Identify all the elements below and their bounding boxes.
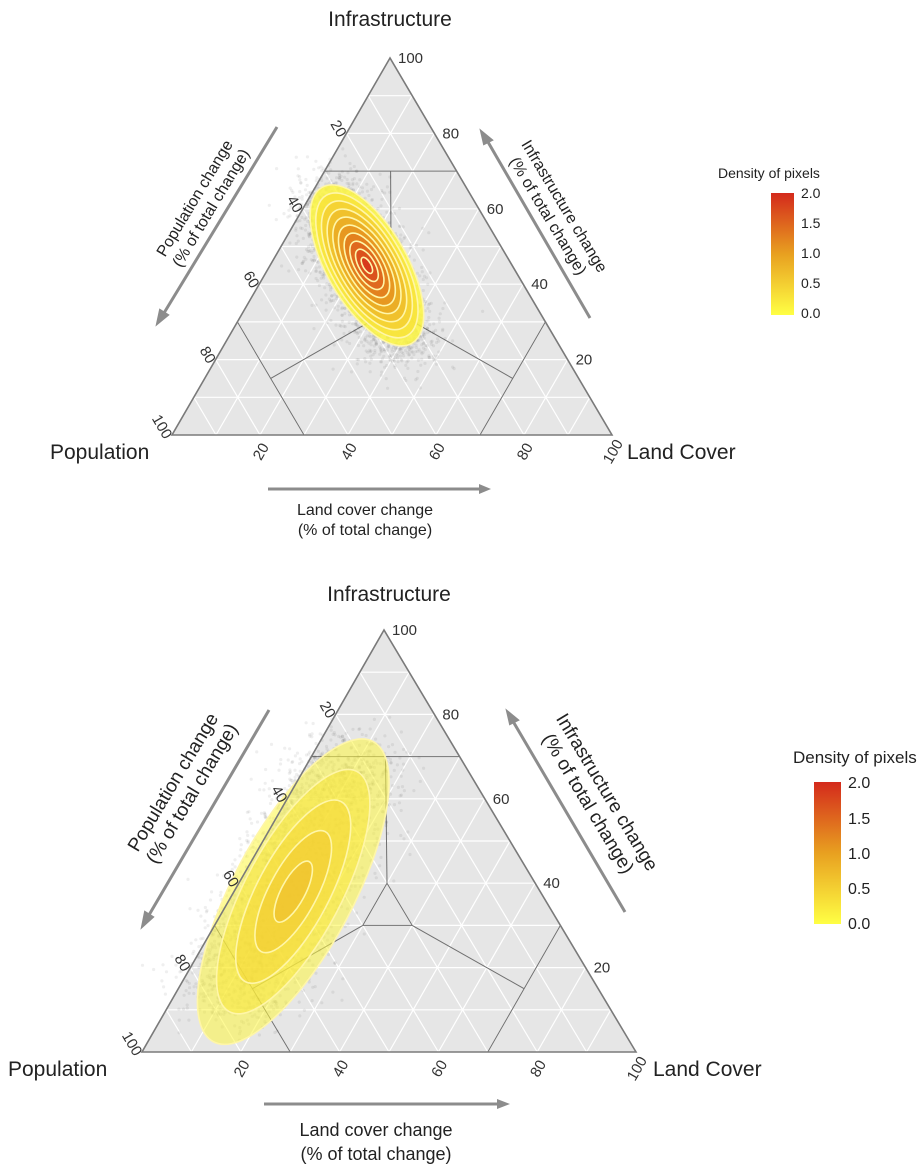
tick-label-infrastructure: 100 [392,622,417,639]
vertex-label-land-cover: Land Cover [653,1058,762,1081]
infrastructure-axis-arrow [486,141,592,319]
tick-label-population: 80 [196,344,219,367]
legend-colorbar [771,193,794,315]
tick-label-infrastructure: 60 [487,201,504,218]
region-line [362,882,388,926]
legend-tick-1.5: 1.5 [801,215,821,231]
land-cover-axis-title-line2: (% of total change) [300,1144,451,1164]
tick-label-infrastructure: 80 [442,706,459,723]
legend-tick-1.0: 1.0 [801,245,821,261]
tick-label-infrastructure: 20 [594,960,611,977]
region-line [413,321,513,379]
ternary-panel-bottom: 20 20 20 40 40 40 60 60 60 80 80 80 100 100 100 Infras… [8,583,917,1164]
tick-label-infrastructure: 40 [543,875,560,892]
land-cover-axis-title-line1: Land cover change [299,1120,452,1140]
region-line [386,882,413,926]
triangle-border [170,56,614,436]
grid-line [215,95,413,436]
legend-colorbar [814,782,841,924]
ternary-panel-top: 20 20 20 40 40 40 60 60 60 80 80 80 100 100 100 Infras… [50,8,821,539]
legend-title: Density of pixels [793,748,917,767]
legend-tick-0.0: 0.0 [801,305,821,321]
tick-label-population: 100 [118,1029,145,1059]
population-axis-arrowhead [155,308,170,327]
tick-label-infrastructure: 20 [576,352,593,369]
tick-label-land-cover: 80 [514,440,537,463]
grid-line [367,95,569,436]
density-legend: Density of pixels 2.0 1.5 1.0 0.5 0.0 [793,748,917,933]
density-contour [273,860,314,923]
legend-tick-0.5: 0.5 [848,881,870,898]
tick-label-population: 60 [239,268,262,291]
tick-label-population: 60 [219,867,242,890]
tick-label-land-cover: 60 [426,440,449,463]
grid-line [567,396,591,436]
grid-line [193,396,217,436]
tick-label-population: 20 [316,698,339,721]
infrastructure-axis-arrowhead [479,128,494,146]
tick-label-land-cover: 100 [600,437,627,467]
vertex-label-population: Population [8,1058,107,1081]
infrastructure-axis-arrowhead [505,708,520,726]
tick-label-land-cover: 20 [250,440,273,463]
region-line [411,924,525,990]
tick-label-infrastructure: 60 [493,791,510,808]
tick-label-land-cover: 60 [428,1057,451,1080]
density-contours [309,184,425,347]
grid-line [536,967,587,1053]
tick-label-population: 100 [148,412,175,442]
tick-label-land-cover: 20 [231,1057,254,1080]
density-legend: Density of pixels 2.0 1.5 1.0 0.5 0.0 [718,165,821,321]
grid-line [165,1009,192,1053]
triangle-border [140,628,638,1053]
region-line [270,321,370,379]
tick-label-population: 40 [267,783,290,806]
population-axis-arrow [147,709,271,916]
tick-label-infrastructure: 40 [531,276,548,293]
legend-tick-0.0: 0.0 [848,916,870,933]
legend-tick-2.0: 2.0 [801,185,821,201]
tick-label-population: 40 [283,193,306,216]
tick-label-population: 80 [171,952,194,975]
grid-line [215,359,261,436]
tick-label-infrastructure: 100 [398,50,423,67]
grid-line [359,671,588,1053]
legend-tick-0.5: 0.5 [801,275,821,291]
grid-line [523,359,569,436]
vertex-label-population: Population [50,441,149,464]
legend-tick-1.5: 1.5 [848,811,870,828]
population-axis-arrowhead [140,910,155,930]
vertex-label-infrastructure: Infrastructure [327,583,451,606]
density-contours [196,738,390,1046]
tick-label-land-cover: 40 [329,1057,352,1080]
tick-label-land-cover: 40 [338,440,361,463]
land-cover-axis-arrowhead [479,484,491,494]
tick-label-population: 20 [327,117,350,140]
land-cover-axis-title-line1: Land cover change [297,502,433,519]
legend-tick-1.0: 1.0 [848,846,870,863]
vertex-label-infrastructure: Infrastructure [328,8,452,31]
infrastructure-axis-arrow [512,722,627,913]
land-cover-axis-title-line2: (% of total change) [298,522,432,539]
population-axis-arrow [162,126,279,314]
tick-label-land-cover: 80 [527,1057,550,1080]
density-contour [360,256,374,275]
tick-label-infrastructure: 80 [442,125,459,142]
tick-label-land-cover: 100 [624,1054,651,1084]
legend-title: Density of pixels [718,165,820,181]
legend-tick-2.0: 2.0 [848,775,870,792]
land-cover-axis-arrowhead [497,1099,510,1109]
grid-line [586,1009,612,1053]
vertex-label-land-cover: Land Cover [627,441,736,464]
